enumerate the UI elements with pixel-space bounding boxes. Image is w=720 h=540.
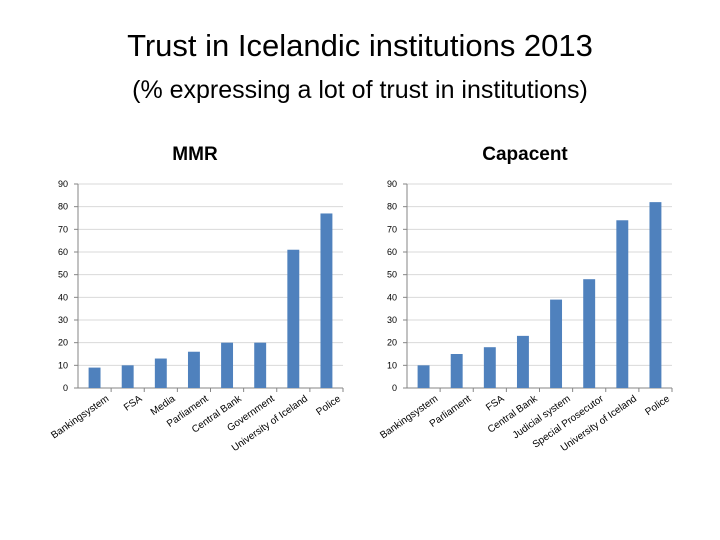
page-subtitle: (% expressing a lot of trust in institut…: [132, 76, 588, 104]
bar: [88, 367, 101, 388]
y-tick-label: 30: [58, 315, 68, 325]
y-tick-label: 90: [387, 179, 397, 189]
bar: [417, 365, 430, 388]
category-label: Police: [314, 393, 343, 418]
bar: [583, 279, 596, 388]
bar: [649, 202, 662, 388]
bar: [187, 351, 200, 388]
chart-title: Capacent: [482, 144, 568, 165]
bar: [154, 358, 167, 388]
y-tick-label: 50: [387, 270, 397, 280]
bar: [221, 342, 234, 388]
y-tick-label: 30: [387, 315, 397, 325]
category-label: Police: [643, 393, 672, 418]
y-tick-label: 70: [387, 224, 397, 234]
y-tick-label: 60: [387, 247, 397, 257]
y-tick-label: 0: [392, 383, 397, 393]
page-title: Trust in Icelandic institutions 2013: [127, 28, 593, 63]
y-tick-label: 80: [58, 202, 68, 212]
y-tick-label: 10: [58, 360, 68, 370]
y-tick-label: 80: [387, 202, 397, 212]
y-tick-label: 70: [58, 224, 68, 234]
bar: [121, 365, 134, 388]
y-tick-label: 10: [387, 360, 397, 370]
bar: [616, 220, 629, 388]
bar: [483, 347, 496, 388]
y-tick-label: 90: [58, 179, 68, 189]
y-tick-label: 0: [63, 383, 68, 393]
chart-panel-2: Capacent 0 10 20 30 40 50 60 70 80 90 Bankingsystem…: [378, 144, 673, 454]
y-tick-label: 20: [58, 338, 68, 348]
bar: [516, 335, 529, 388]
bar: [254, 342, 267, 388]
y-tick-label: 40: [58, 292, 68, 302]
category-label: FSA: [122, 393, 145, 413]
category-label: FSA: [484, 393, 507, 413]
y-tick-label: 50: [58, 270, 68, 280]
bar: [550, 299, 563, 388]
bar: [450, 354, 463, 388]
bar: [287, 249, 300, 388]
category-label: Bankingsystem: [378, 393, 440, 441]
category-label: Bankingsystem: [49, 393, 111, 441]
y-tick-label: 20: [387, 338, 397, 348]
y-tick-label: 40: [387, 292, 397, 302]
bar: [320, 213, 333, 388]
chart-title: MMR: [172, 144, 218, 165]
y-tick-label: 60: [58, 247, 68, 257]
